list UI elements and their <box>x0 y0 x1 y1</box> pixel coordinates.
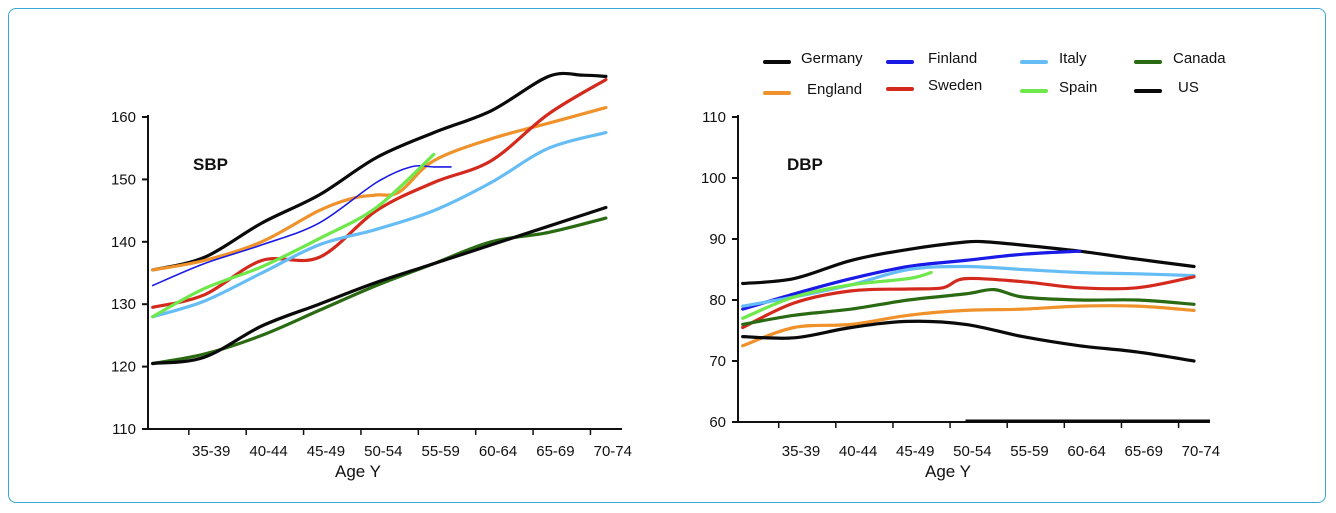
legend-label-finland: Finland <box>928 50 977 67</box>
legend-label-sweden: Sweden <box>928 77 982 94</box>
chart-title: SBP <box>193 155 228 174</box>
x-tick-label: 35-39 <box>782 443 820 460</box>
y-tick-label: 140 <box>111 234 136 251</box>
x-tick-label: 65-69 <box>1125 443 1163 460</box>
x-tick-label: 70-74 <box>594 443 632 460</box>
legend-label-germany: Germany <box>801 50 863 67</box>
legend-label-canada: Canada <box>1173 50 1226 67</box>
series-line-sweden <box>741 275 1196 330</box>
series-line-spain <box>741 270 933 320</box>
series-line-sweden <box>151 78 608 309</box>
series-line-finland <box>741 249 1082 311</box>
series-line-germany <box>741 239 1196 286</box>
x-tick-label: 70-74 <box>1182 443 1220 460</box>
y-tick-label: 100 <box>701 170 726 187</box>
x-tick-label: 45-49 <box>896 443 934 460</box>
legend-label-us: US <box>1178 79 1199 96</box>
legend-label-italy: Italy <box>1059 50 1087 67</box>
series-line-italy <box>151 131 608 319</box>
x-tick-label: 55-59 <box>422 443 460 460</box>
series-line-germany <box>151 71 608 272</box>
x-tick-label: 50-54 <box>953 443 991 460</box>
series-line-england <box>741 304 1196 348</box>
x-axis-label: Age Y <box>925 462 971 481</box>
legend-label-england: England <box>807 81 862 98</box>
x-tick-label: 60-64 <box>479 443 517 460</box>
x-tick-label: 55-59 <box>1010 443 1048 460</box>
y-tick-label: 160 <box>111 109 136 126</box>
y-tick-label: 130 <box>111 296 136 313</box>
y-tick-label: 70 <box>709 353 726 370</box>
series-line-us <box>741 319 1196 363</box>
x-tick-label: 40-44 <box>249 443 287 460</box>
series-line-finland <box>151 164 452 287</box>
chart-title: DBP <box>787 155 823 174</box>
x-axis-label: Age Y <box>335 462 381 481</box>
x-tick-label: 50-54 <box>364 443 402 460</box>
x-tick-label: 40-44 <box>839 443 877 460</box>
y-tick-label: 90 <box>709 231 726 248</box>
series-line-canada <box>151 216 608 366</box>
x-tick-label: 35-39 <box>192 443 230 460</box>
y-tick-label: 110 <box>112 421 136 438</box>
y-tick-label: 120 <box>111 359 136 376</box>
series-line-england <box>151 106 608 272</box>
y-tick-label: 110 <box>702 109 726 126</box>
y-tick-label: 60 <box>709 414 726 431</box>
legend: Germany England Finland Sweden Italy Spain Can… <box>763 50 1226 98</box>
y-tick-label: 80 <box>709 292 726 309</box>
chart-panel-sbp: 110 120 130 140 150 160 35-39 40-44 45-49 50-54 55… <box>111 71 632 481</box>
series-line-canada <box>741 287 1196 326</box>
series-line-spain <box>151 152 436 319</box>
x-tick-label: 60-64 <box>1067 443 1105 460</box>
legend-label-spain: Spain <box>1059 79 1097 96</box>
x-tick-label: 65-69 <box>536 443 574 460</box>
y-tick-label: 150 <box>111 171 136 188</box>
x-tick-label: 45-49 <box>307 443 345 460</box>
chart-panel-dbp: 60 70 80 90 100 110 35-39 40-44 45-49 50-54 55-59 6… <box>701 109 1220 481</box>
series-line-us <box>151 205 608 366</box>
